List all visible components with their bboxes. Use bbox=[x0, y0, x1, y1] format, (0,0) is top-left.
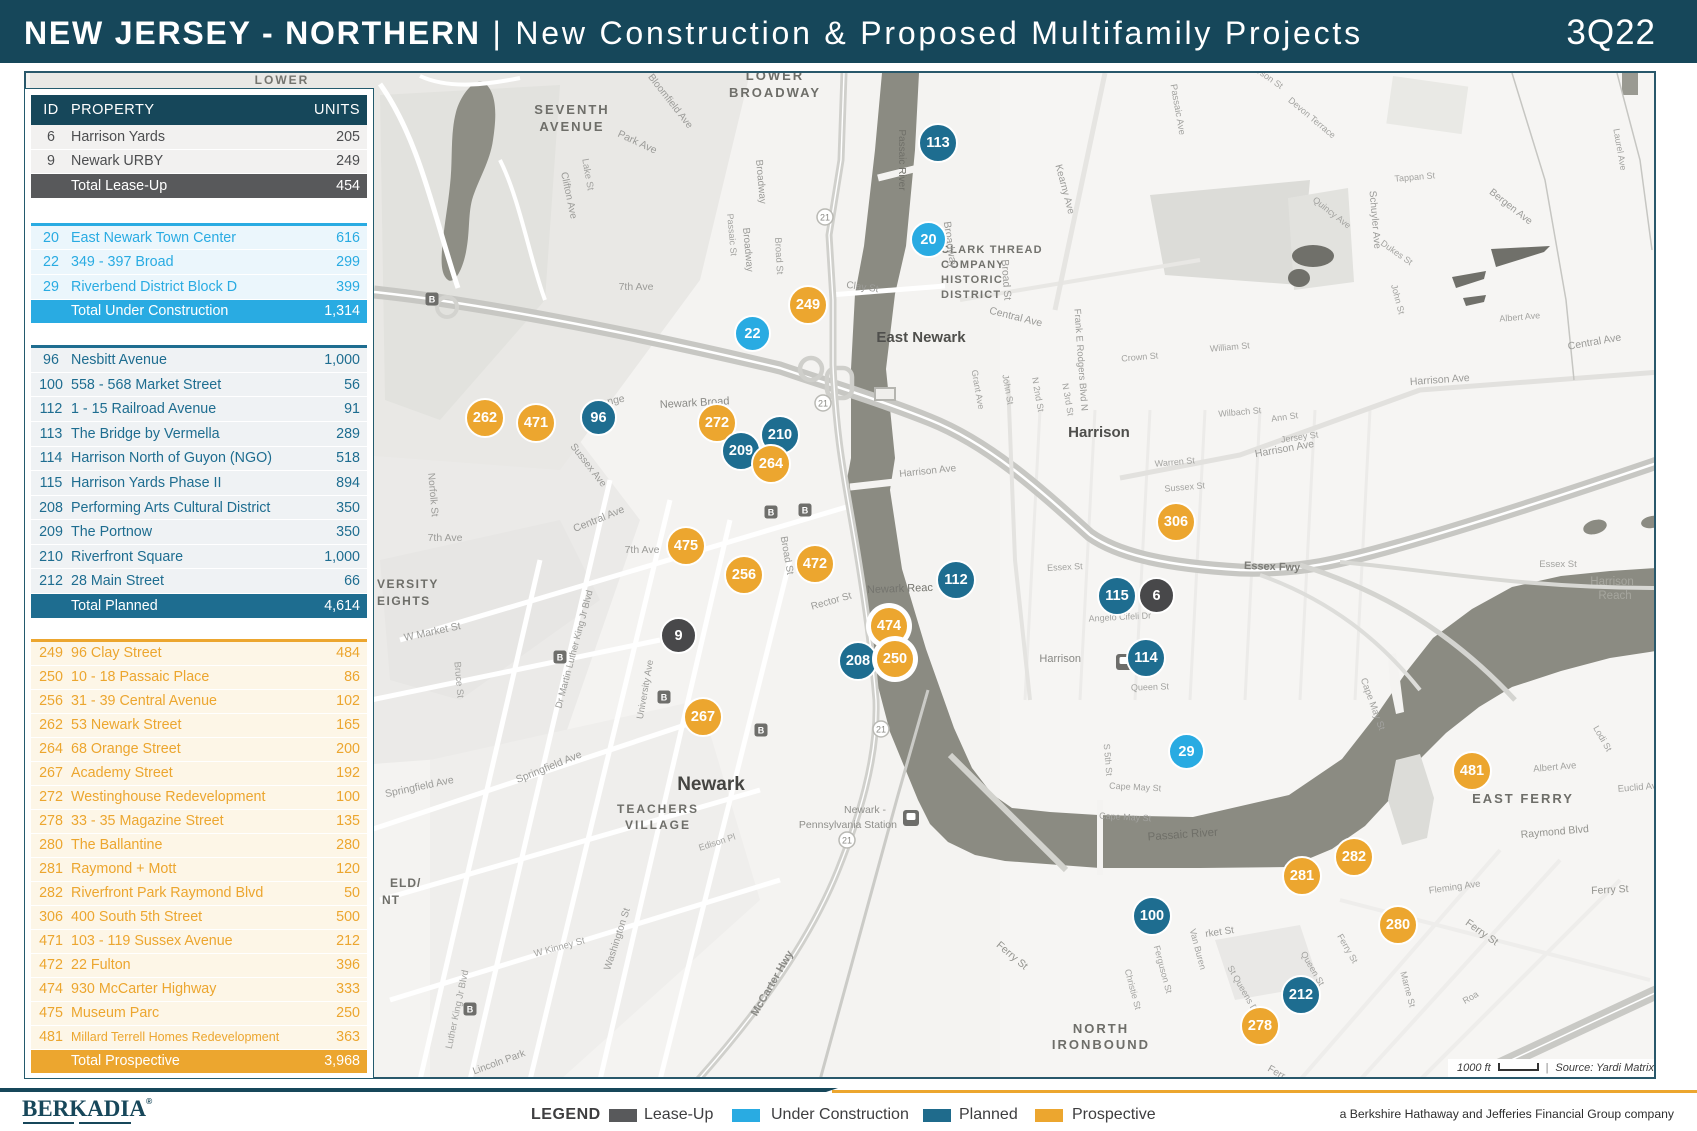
svg-text:Warren St: Warren St bbox=[1154, 455, 1195, 469]
svg-text:S 5th St: S 5th St bbox=[1102, 743, 1115, 776]
svg-text:Angelo Cifeli Dr: Angelo Cifeli Dr bbox=[1088, 610, 1151, 623]
svg-text:Raymond Blvd: Raymond Blvd bbox=[1520, 823, 1589, 841]
svg-text:ELD/: ELD/ bbox=[390, 876, 421, 890]
svg-text:Albert Ave: Albert Ave bbox=[1533, 760, 1577, 775]
svg-text:B: B bbox=[557, 653, 564, 663]
svg-text:Sussex St: Sussex St bbox=[1164, 480, 1206, 494]
svg-text:Tappan St: Tappan St bbox=[1394, 170, 1436, 184]
svg-text:Reach: Reach bbox=[1598, 590, 1631, 602]
svg-text:21: 21 bbox=[876, 725, 886, 735]
svg-text:Schuyler Ave: Schuyler Ave bbox=[1366, 190, 1382, 249]
svg-text:Essex Fwy: Essex Fwy bbox=[1244, 560, 1302, 574]
svg-text:Broad St: Broad St bbox=[999, 259, 1014, 301]
svg-text:21: 21 bbox=[820, 213, 830, 223]
svg-text:Norfolk St: Norfolk St bbox=[425, 472, 440, 517]
svg-text:VERSITY: VERSITY bbox=[377, 577, 439, 591]
svg-text:LOWER: LOWER bbox=[255, 73, 310, 87]
svg-text:NORTH: NORTH bbox=[1073, 1021, 1129, 1036]
svg-text:Wilbach St: Wilbach St bbox=[1218, 405, 1262, 419]
svg-text:Ferry St: Ferry St bbox=[1591, 883, 1629, 897]
svg-text:7th Ave: 7th Ave bbox=[428, 532, 463, 544]
svg-text:AVENUE: AVENUE bbox=[539, 119, 604, 134]
svg-text:B: B bbox=[467, 1005, 474, 1015]
svg-text:21: 21 bbox=[842, 836, 852, 846]
svg-text:COMPANY: COMPANY bbox=[941, 259, 1005, 271]
svg-text:Broadway: Broadway bbox=[740, 227, 755, 272]
svg-text:DISTRICT: DISTRICT bbox=[941, 289, 1001, 301]
svg-text:7th Ave: 7th Ave bbox=[619, 281, 654, 293]
svg-text:Euclid Ave: Euclid Ave bbox=[1617, 780, 1654, 795]
svg-text:Newark: Newark bbox=[677, 774, 745, 795]
svg-text:SEVENTH: SEVENTH bbox=[534, 102, 609, 117]
svg-text:EIGHTS: EIGHTS bbox=[377, 594, 431, 608]
svg-text:Albert Ave: Albert Ave bbox=[1499, 310, 1541, 324]
svg-text:Pennsylvania Station: Pennsylvania Station bbox=[799, 819, 897, 831]
svg-text:Ann St: Ann St bbox=[1271, 410, 1300, 424]
svg-text:Bruce St: Bruce St bbox=[451, 661, 465, 699]
svg-text:Cape May St: Cape May St bbox=[1099, 811, 1152, 824]
svg-text:TEACHERS: TEACHERS bbox=[617, 802, 699, 816]
svg-text:Passaic St: Passaic St bbox=[725, 213, 739, 257]
svg-text:B: B bbox=[802, 506, 809, 516]
svg-text:Crown St: Crown St bbox=[1121, 350, 1159, 363]
svg-text:Broad St: Broad St bbox=[772, 237, 785, 275]
svg-text:Passaic River: Passaic River bbox=[896, 129, 907, 191]
svg-text:LOWER: LOWER bbox=[746, 73, 804, 83]
svg-text:Newark Reac: Newark Reac bbox=[867, 582, 934, 596]
svg-text:William St: William St bbox=[1209, 340, 1250, 353]
svg-text:21: 21 bbox=[818, 399, 828, 409]
svg-text:BROADWAY: BROADWAY bbox=[729, 85, 821, 100]
svg-text:Harrison Ave: Harrison Ave bbox=[1409, 372, 1470, 388]
svg-text:Harrison: Harrison bbox=[1068, 424, 1130, 441]
svg-text:Cape May St: Cape May St bbox=[1109, 781, 1162, 794]
svg-text:East Newark: East Newark bbox=[876, 329, 966, 346]
svg-text:NT: NT bbox=[382, 893, 400, 907]
svg-text:7th Ave: 7th Ave bbox=[625, 544, 660, 556]
svg-text:Essex St: Essex St bbox=[1047, 561, 1083, 573]
svg-text:EAST FERRY: EAST FERRY bbox=[1472, 791, 1574, 806]
svg-text:Harrison: Harrison bbox=[1039, 653, 1081, 665]
svg-text:rket St: rket St bbox=[1205, 925, 1235, 940]
svg-text:Passaic River: Passaic River bbox=[1147, 827, 1218, 844]
svg-text:Newark -: Newark - bbox=[844, 804, 887, 816]
svg-text:VILLAGE: VILLAGE bbox=[625, 818, 691, 832]
svg-text:B: B bbox=[661, 693, 668, 703]
svg-text:CLARK THREAD: CLARK THREAD bbox=[941, 244, 1043, 256]
svg-text:IRONBOUND: IRONBOUND bbox=[1052, 1037, 1150, 1052]
svg-text:B: B bbox=[758, 726, 765, 736]
svg-text:21: 21 bbox=[925, 699, 927, 701]
svg-text:Broadway: Broadway bbox=[753, 159, 768, 204]
svg-text:Essex St: Essex St bbox=[1539, 559, 1577, 570]
svg-text:Queen St: Queen St bbox=[1131, 681, 1170, 692]
svg-text:B: B bbox=[768, 508, 775, 518]
svg-text:HISTORIC: HISTORIC bbox=[941, 274, 1003, 286]
svg-text:B: B bbox=[429, 295, 436, 305]
svg-text:Clay St: Clay St bbox=[846, 280, 880, 295]
